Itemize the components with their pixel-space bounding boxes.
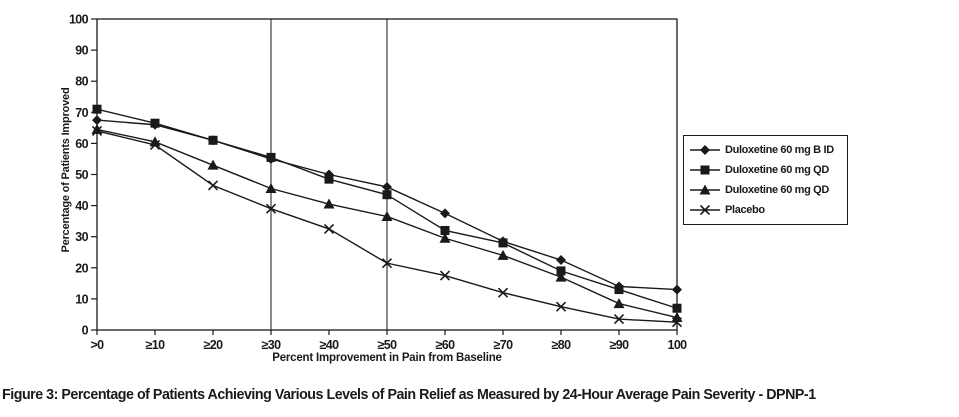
figure-caption: Figure 3: Percentage of Patients Achievi… <box>2 386 816 403</box>
svg-text:100: 100 <box>667 338 687 352</box>
legend-label: Duloxetine 60 mg QD <box>725 164 829 176</box>
square-marker-icon <box>690 165 720 175</box>
svg-text:≥10: ≥10 <box>146 338 166 352</box>
svg-text:≥30: ≥30 <box>262 338 282 352</box>
svg-text:≥40: ≥40 <box>320 338 340 352</box>
svg-text:60: 60 <box>75 137 88 151</box>
chart-svg: 0 10 20 30 40 50 60 70 80 90 100 >0 ≥10 ≥20 ≥30 ≥40 ≥50 ≥… <box>69 13 688 353</box>
legend-label: Placebo <box>725 204 765 216</box>
legend-label: Duloxetine 60 mg B ID <box>725 144 834 156</box>
svg-text:90: 90 <box>75 44 88 58</box>
svg-text:≥80: ≥80 <box>552 338 572 352</box>
x-axis-title: Percent Improvement in Pain from Baselin… <box>272 352 502 364</box>
x-marker-icon <box>690 204 720 216</box>
svg-text:80: 80 <box>75 75 88 89</box>
svg-text:50: 50 <box>75 168 88 182</box>
svg-text:≥50: ≥50 <box>378 338 398 352</box>
legend-label: Duloxetine 60 mg QD <box>725 184 829 196</box>
diamond-marker-icon <box>690 145 720 155</box>
svg-text:>0: >0 <box>90 338 104 352</box>
y-axis-title: Percentage of Patients Improved <box>60 87 72 253</box>
svg-text:20: 20 <box>75 261 88 275</box>
legend: Duloxetine 60 mg B ID Duloxetine 60 mg Q… <box>683 135 848 225</box>
legend-item-placebo: Placebo <box>689 203 844 217</box>
svg-text:≥20: ≥20 <box>204 338 224 352</box>
svg-text:≥70: ≥70 <box>494 338 514 352</box>
svg-text:≥60: ≥60 <box>436 338 456 352</box>
legend-item-duloxetine-qd-1: Duloxetine 60 mg QD <box>689 163 844 177</box>
svg-text:100: 100 <box>69 13 89 27</box>
legend-item-duloxetine-bid: Duloxetine 60 mg B ID <box>689 143 844 157</box>
svg-text:≥90: ≥90 <box>610 338 630 352</box>
svg-text:30: 30 <box>75 230 88 244</box>
svg-text:70: 70 <box>75 106 88 120</box>
legend-item-duloxetine-qd-2: Duloxetine 60 mg QD <box>689 183 844 197</box>
svg-text:0: 0 <box>82 324 89 338</box>
triangle-marker-icon <box>690 184 720 195</box>
svg-text:10: 10 <box>75 292 88 306</box>
svg-text:40: 40 <box>75 199 88 213</box>
